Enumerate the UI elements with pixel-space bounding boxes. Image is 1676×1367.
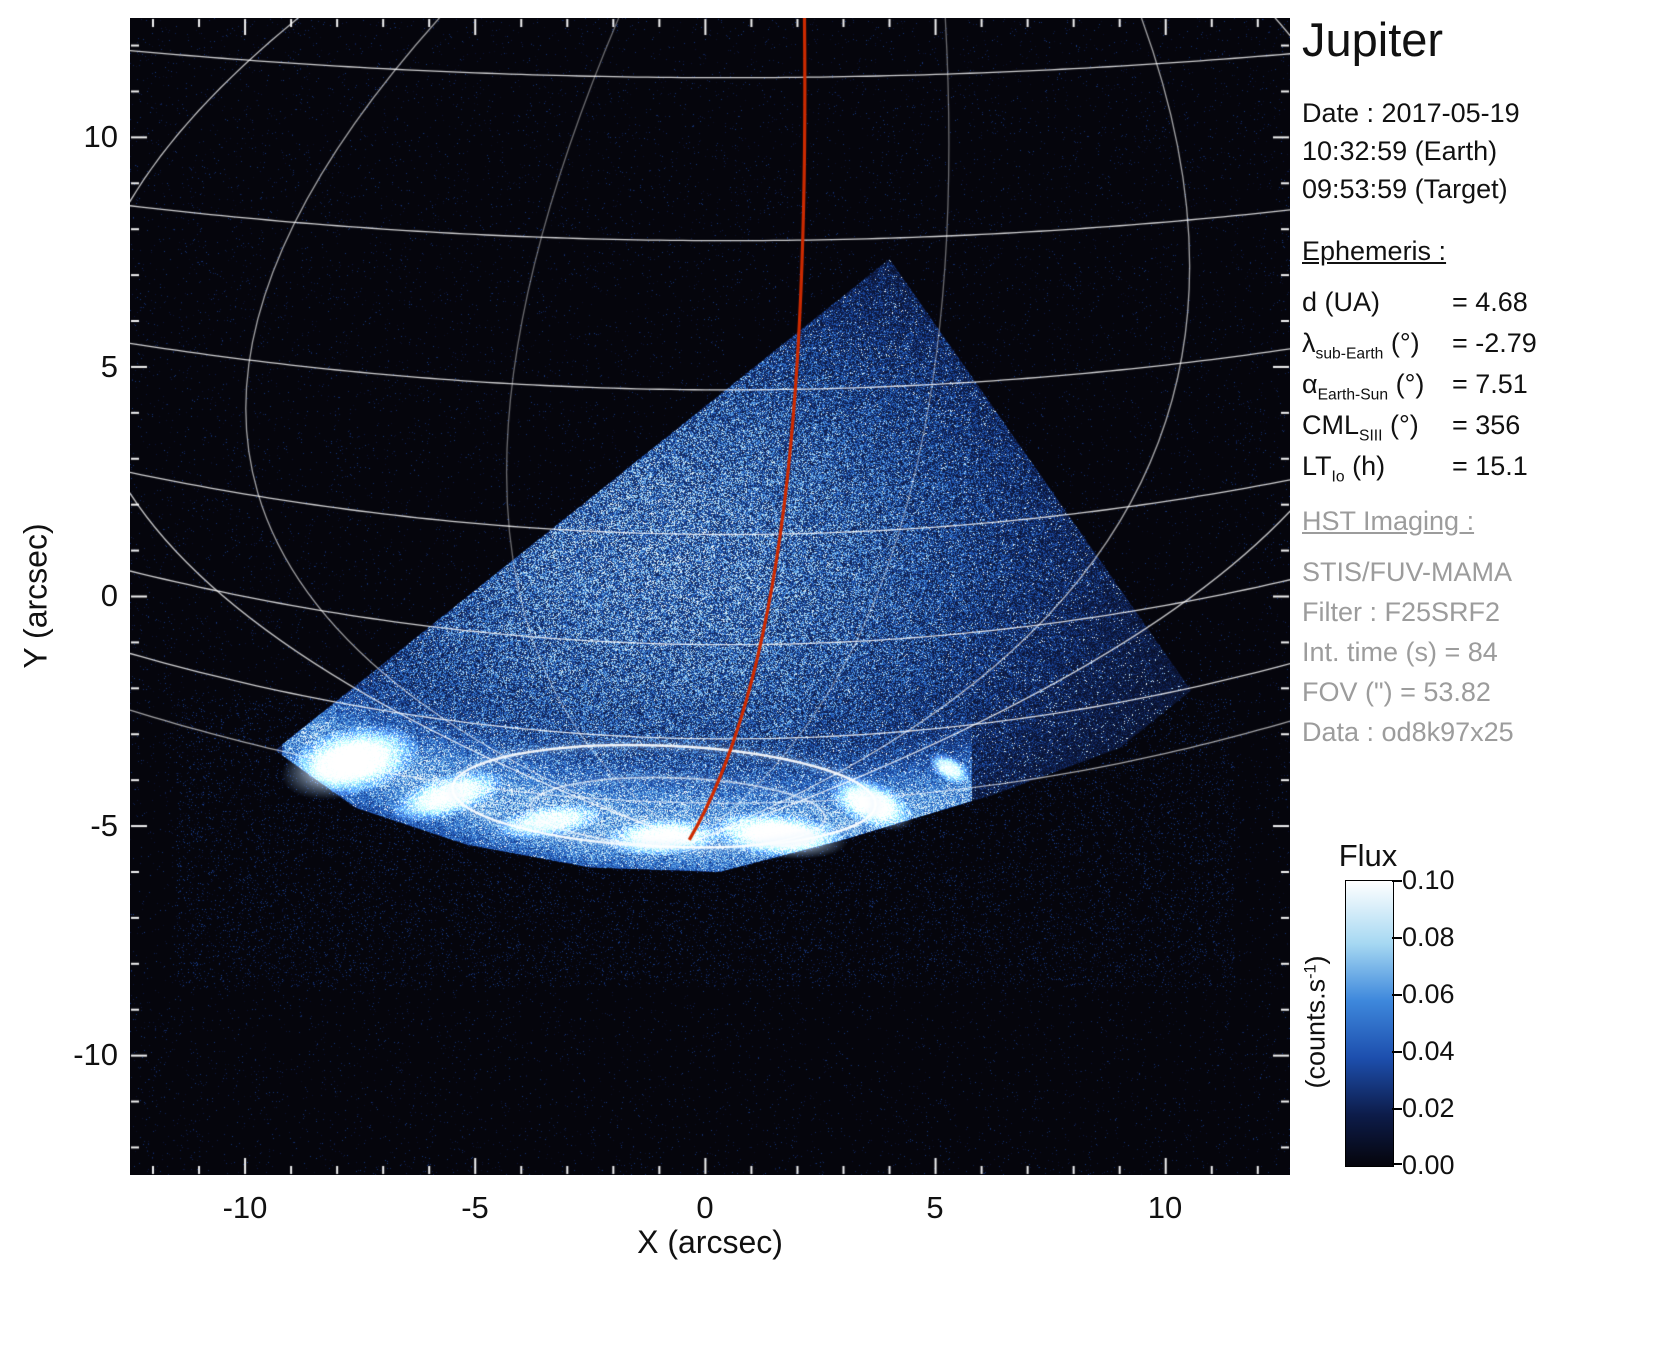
y-tick-label: -10: [26, 1035, 118, 1075]
hst-info-line: Data : od8k97x25: [1302, 712, 1514, 752]
hst-imaging-list: STIS/FUV-MAMA Filter : F25SRF2 Int. time…: [1302, 552, 1514, 752]
hst-info-line: STIS/FUV-MAMA: [1302, 552, 1514, 592]
ephemeris-label: d (UA): [1302, 282, 1452, 323]
colorbar-tick: [1392, 880, 1402, 882]
figure-root: Y (arcsec) X (arcsec) 10 5 0 -5 -10 -10 …: [0, 0, 1676, 1367]
ephemeris-unit: (°): [1388, 369, 1424, 399]
colorbar-tick: [1392, 1051, 1402, 1053]
ephemeris-symbol: LT: [1302, 451, 1332, 481]
ephemeris-heading: Ephemeris :: [1302, 236, 1446, 267]
y-tick-label: 5: [26, 347, 118, 387]
ephemeris-value: = 7.51: [1452, 364, 1528, 405]
fuv-image-canvas: [130, 18, 1290, 1175]
hst-info-line: FOV (") = 53.82: [1302, 672, 1514, 712]
ephemeris-row: LTIo (h) = 15.1: [1302, 446, 1676, 487]
colorbar-tick: [1392, 937, 1402, 939]
x-tick-label: -5: [430, 1188, 520, 1228]
y-tick-label: -5: [26, 806, 118, 846]
ephemeris-symbol: α: [1302, 369, 1318, 399]
colorbar-tick: [1392, 994, 1402, 996]
hst-info-line: Int. time (s) = 84: [1302, 632, 1514, 672]
colorbar-tick-label: 0.10: [1402, 863, 1455, 897]
y-tick-label: 0: [26, 576, 118, 616]
ephemeris-symbol: λ: [1302, 328, 1316, 358]
ephemeris-symbol: CML: [1302, 410, 1359, 440]
time-earth: 10:32:59 (Earth): [1302, 132, 1520, 170]
ephemeris-value: = 15.1: [1452, 446, 1528, 487]
ephemeris-label: λsub-Earth (°): [1302, 323, 1452, 364]
ephemeris-unit: (°): [1383, 410, 1419, 440]
ephemeris-unit: (°): [1383, 328, 1419, 358]
ephemeris-label: LTIo (h): [1302, 446, 1452, 487]
observation-time-block: Date : 2017-05-19 10:32:59 (Earth) 09:53…: [1302, 94, 1520, 208]
colorbar-unit: (counts.s-1): [1301, 956, 1332, 1089]
ephemeris-subscript: SIII: [1359, 427, 1383, 444]
ephemeris-value: = -2.79: [1452, 323, 1537, 364]
x-tick-label: 10: [1120, 1188, 1210, 1228]
colorbar-tick-label: 0.00: [1402, 1148, 1455, 1182]
ephemeris-unit: (h): [1345, 451, 1386, 481]
ephemeris-subscript: Earth-Sun: [1318, 386, 1389, 403]
colorbar-tick: [1392, 1163, 1402, 1165]
colorbar-tick: [1392, 1108, 1402, 1110]
hst-info-line: Filter : F25SRF2: [1302, 592, 1514, 632]
ephemeris-list: d (UA) = 4.68 λsub-Earth (°) = -2.79 αEa…: [1302, 282, 1676, 487]
info-panel: Jupiter Date : 2017-05-19 10:32:59 (Eart…: [1302, 0, 1676, 1367]
ephemeris-value: = 356: [1452, 405, 1520, 446]
ephemeris-row: CMLSIII (°) = 356: [1302, 405, 1676, 446]
observation-date: Date : 2017-05-19: [1302, 94, 1520, 132]
y-tick-label: 10: [26, 117, 118, 157]
x-tick-label: -10: [200, 1188, 290, 1228]
colorbar-tick-label: 0.06: [1402, 977, 1455, 1011]
target-title: Jupiter: [1302, 12, 1443, 67]
colorbar-tick-label: 0.08: [1402, 920, 1455, 954]
ephemeris-symbol: d (UA): [1302, 287, 1380, 317]
ephemeris-row: αEarth-Sun (°) = 7.51: [1302, 364, 1676, 405]
ephemeris-label: CMLSIII (°): [1302, 405, 1452, 446]
colorbar-title: Flux: [1339, 838, 1398, 874]
ephemeris-row: d (UA) = 4.68: [1302, 282, 1676, 323]
ephemeris-label: αEarth-Sun (°): [1302, 364, 1452, 405]
time-target: 09:53:59 (Target): [1302, 170, 1520, 208]
ephemeris-value: = 4.68: [1452, 282, 1528, 323]
ephemeris-row: λsub-Earth (°) = -2.79: [1302, 323, 1676, 364]
ephemeris-subscript: sub-Earth: [1316, 345, 1384, 362]
x-tick-label: 0: [660, 1188, 750, 1228]
colorbar-tick-label: 0.04: [1402, 1034, 1455, 1068]
x-tick-label: 5: [890, 1188, 980, 1228]
colorbar-tick-label: 0.02: [1402, 1091, 1455, 1125]
x-axis-title: X (arcsec): [637, 1224, 783, 1261]
flux-colorbar: [1345, 880, 1394, 1167]
hst-imaging-heading: HST Imaging :: [1302, 506, 1474, 537]
ephemeris-subscript: Io: [1332, 468, 1345, 485]
